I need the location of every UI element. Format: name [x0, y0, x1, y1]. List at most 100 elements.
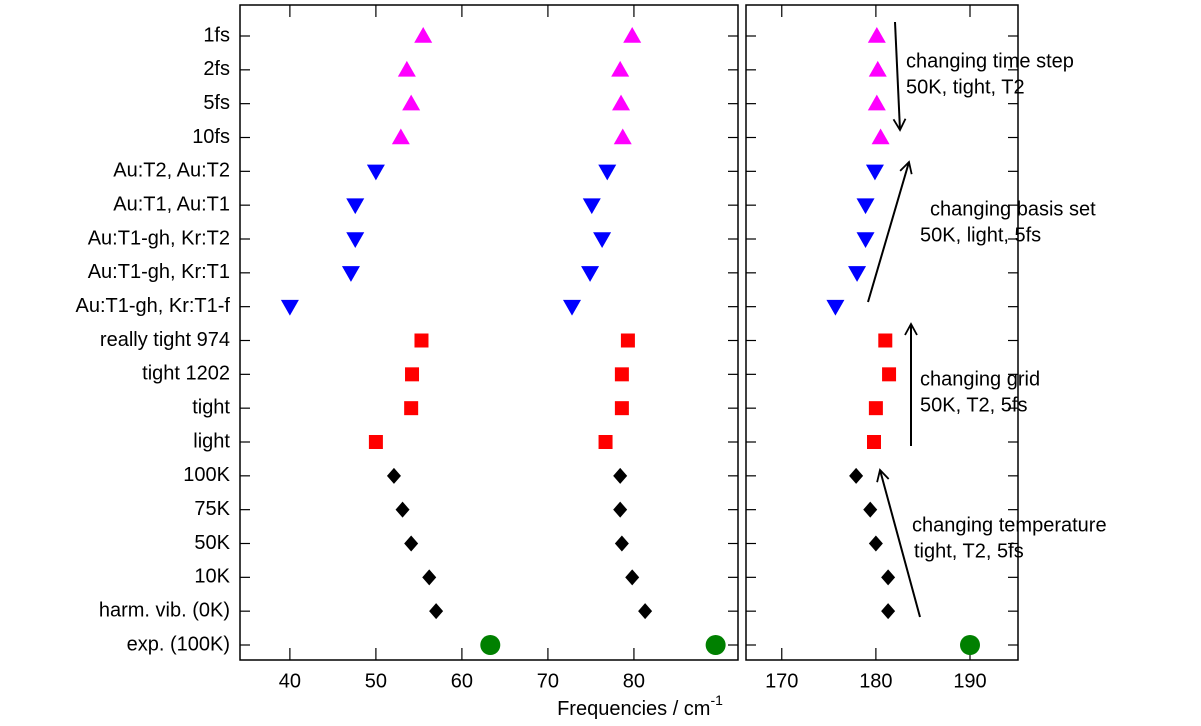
- marker: [386, 467, 401, 484]
- y-tick-label: harm. vib. (0K): [99, 599, 230, 621]
- marker: [346, 198, 365, 215]
- marker: [613, 467, 628, 484]
- marker: [868, 60, 887, 77]
- x-axis-label: Frequencies / cm-1: [557, 692, 723, 721]
- marker: [638, 603, 653, 620]
- x-tick-label: 60: [451, 670, 473, 692]
- x-tick-label: 50: [365, 670, 387, 692]
- marker: [867, 27, 886, 43]
- marker: [405, 367, 420, 382]
- y-tick-label: tight 1202: [142, 363, 230, 385]
- annotation: changing basis set: [930, 198, 1096, 220]
- annotation: changing grid: [920, 368, 1040, 390]
- marker: [395, 501, 410, 518]
- marker: [960, 635, 980, 655]
- marker: [429, 603, 444, 620]
- right-frame: [745, 4, 1019, 661]
- marker: [848, 266, 867, 282]
- annotation: 50K, light, 5fs: [920, 224, 1041, 246]
- marker: [414, 333, 429, 348]
- marker: [422, 569, 437, 586]
- marker: [849, 467, 864, 484]
- y-tick-label: 2fs: [203, 58, 230, 80]
- y-tick-label: Au:T1-gh, Kr:T1-f: [76, 295, 231, 317]
- y-tick-label: 50K: [194, 532, 230, 554]
- marker: [563, 299, 581, 316]
- y-tick-label: exp. (100K): [127, 633, 230, 655]
- y-tick-label: tight: [192, 396, 230, 418]
- marker: [598, 164, 617, 181]
- annotation: changing temperature: [912, 514, 1107, 536]
- marker: [614, 367, 629, 382]
- marker: [620, 333, 635, 348]
- marker: [613, 501, 628, 518]
- arrow: [876, 468, 921, 618]
- marker: [582, 198, 601, 215]
- marker: [598, 435, 613, 449]
- left-frame: [239, 4, 739, 661]
- x-axis-label-text: Frequencies / cm: [557, 698, 710, 720]
- y-tick-label: 5fs: [203, 92, 230, 114]
- y-tick-label: 75K: [194, 498, 230, 520]
- annotation: tight, T2, 5fs: [914, 540, 1024, 562]
- x-tick-label: 180: [859, 670, 892, 692]
- marker: [867, 94, 886, 111]
- marker: [341, 266, 360, 282]
- arrow: [892, 21, 907, 132]
- marker: [397, 60, 416, 77]
- marker: [856, 232, 875, 248]
- marker: [404, 535, 419, 552]
- x-tick-label: 70: [537, 670, 559, 692]
- marker: [882, 367, 897, 382]
- marker: [480, 635, 501, 655]
- marker: [826, 299, 845, 316]
- marker: [611, 60, 630, 77]
- y-tick-label: 1fs: [203, 24, 230, 46]
- marker: [404, 401, 419, 416]
- marker: [625, 569, 640, 586]
- marker: [346, 232, 365, 248]
- marker: [868, 401, 883, 416]
- marker: [581, 266, 600, 282]
- y-tick-label: really tight 974: [100, 329, 230, 351]
- arrow: [867, 160, 913, 303]
- annotation: 50K, tight, T2: [906, 76, 1025, 98]
- annotation: 50K, T2, 5fs: [920, 394, 1027, 416]
- marker: [878, 333, 893, 348]
- annotation: changing time step: [906, 50, 1074, 72]
- marker: [863, 501, 878, 518]
- y-tick-label: Au:T1-gh, Kr:T2: [88, 227, 230, 249]
- marker: [593, 232, 612, 248]
- marker: [614, 535, 629, 552]
- marker: [414, 27, 433, 43]
- x-axis-label-sup: -1: [710, 692, 723, 708]
- y-tick-label: Au:T1, Au:T1: [113, 193, 230, 215]
- y-tick-label: 10K: [194, 566, 230, 588]
- y-tick-label: Au:T2, Au:T2: [113, 160, 230, 182]
- marker: [881, 569, 896, 586]
- marker: [614, 401, 629, 416]
- x-tick-label: 40: [279, 670, 301, 692]
- marker: [856, 198, 875, 215]
- marker: [705, 635, 726, 655]
- marker: [612, 94, 631, 111]
- y-tick-label: Au:T1-gh, Kr:T1: [88, 261, 230, 283]
- marker: [402, 94, 421, 111]
- marker: [366, 164, 385, 181]
- y-tick-label: 100K: [183, 464, 230, 486]
- y-tick-label: light: [193, 430, 230, 452]
- marker: [867, 435, 881, 449]
- marker: [871, 128, 890, 145]
- marker: [613, 128, 632, 145]
- x-tick-label: 170: [765, 670, 798, 692]
- y-tick-label: 10fs: [192, 126, 230, 148]
- x-tick-label: 190: [953, 670, 986, 692]
- marker: [391, 128, 410, 145]
- marker: [368, 435, 383, 449]
- arrows: [867, 21, 921, 618]
- marker: [280, 299, 299, 316]
- marker: [623, 27, 642, 43]
- marker: [865, 164, 884, 181]
- x-tick-label: 80: [623, 670, 645, 692]
